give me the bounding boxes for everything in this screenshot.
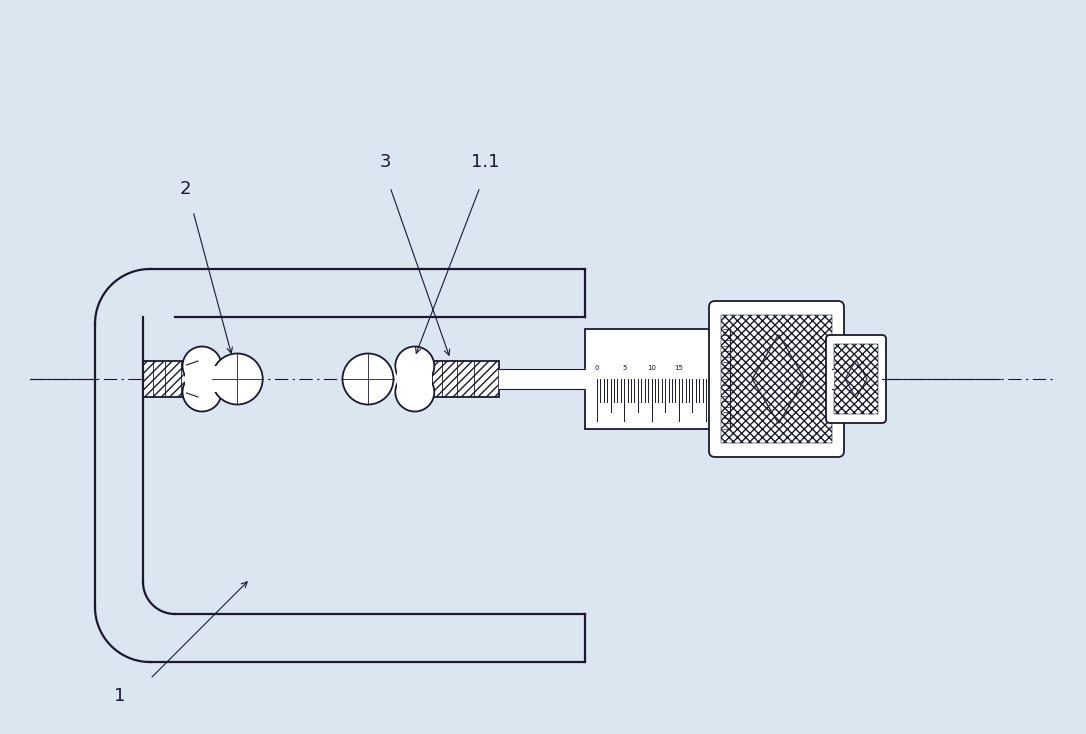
Polygon shape	[753, 335, 805, 423]
Polygon shape	[845, 360, 867, 398]
Circle shape	[182, 346, 222, 385]
Text: 0: 0	[595, 365, 599, 371]
Text: 10: 10	[647, 365, 656, 371]
Polygon shape	[185, 361, 198, 397]
Circle shape	[395, 346, 434, 385]
Polygon shape	[432, 361, 500, 397]
Polygon shape	[397, 366, 432, 392]
FancyBboxPatch shape	[826, 335, 886, 423]
FancyBboxPatch shape	[709, 301, 844, 457]
Circle shape	[395, 372, 434, 412]
Polygon shape	[391, 366, 397, 392]
Polygon shape	[585, 329, 728, 429]
Circle shape	[342, 354, 393, 404]
Text: 2: 2	[179, 180, 191, 198]
Circle shape	[182, 372, 222, 412]
Polygon shape	[143, 361, 198, 397]
FancyBboxPatch shape	[834, 344, 877, 414]
Text: 3: 3	[379, 153, 391, 171]
Circle shape	[212, 354, 263, 404]
Polygon shape	[753, 335, 805, 423]
Polygon shape	[185, 366, 219, 392]
FancyBboxPatch shape	[721, 315, 832, 443]
Text: 1.1: 1.1	[470, 153, 500, 171]
Text: 15: 15	[674, 365, 683, 371]
Text: 1: 1	[114, 687, 126, 705]
Text: 5: 5	[622, 365, 627, 371]
